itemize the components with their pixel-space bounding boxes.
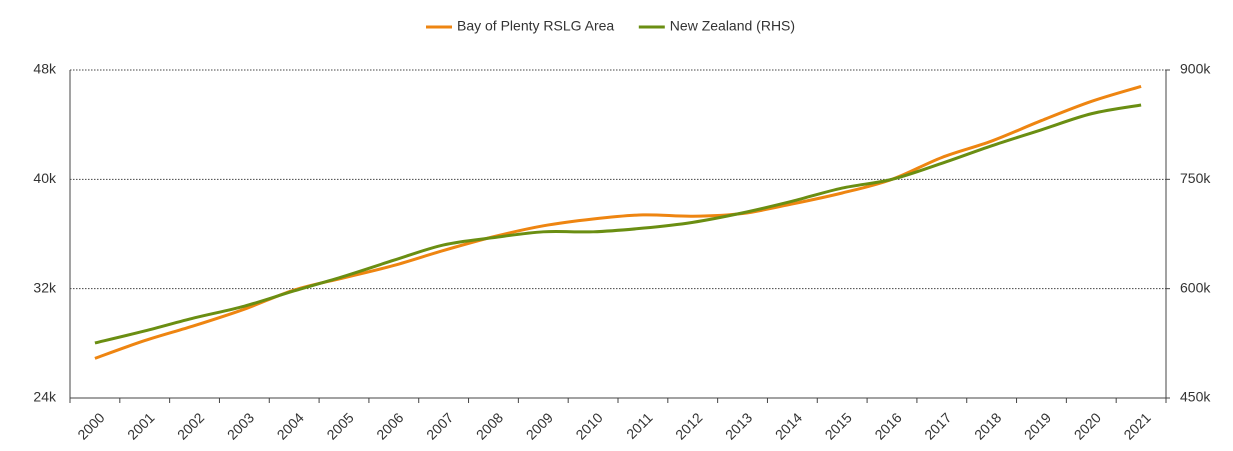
x-tick-label: 2017 [921, 409, 954, 442]
x-tick-label: 2008 [473, 409, 506, 442]
x-tick-label: 2000 [74, 409, 107, 442]
x-tick-label: 2010 [572, 409, 605, 442]
x-tick-label: 2004 [274, 409, 307, 442]
x-tick-label: 2011 [623, 409, 656, 442]
y2-tick-label: 750k [1180, 170, 1211, 186]
x-tick-label: 2018 [971, 409, 1004, 442]
x-tick-label: 2019 [1021, 409, 1054, 442]
legend-label: Bay of Plenty RSLG Area [457, 18, 614, 34]
x-tick-label: 2005 [323, 409, 356, 442]
x-tick-label: 2002 [174, 409, 207, 442]
x-tick-label: 2007 [423, 409, 456, 442]
y2-tick-label: 600k [1180, 279, 1211, 295]
y-tick-label: 24k [33, 389, 57, 405]
x-tick-label: 2013 [722, 409, 755, 442]
x-tick-label: 2006 [373, 409, 406, 442]
x-tick-label: 2021 [1120, 409, 1153, 442]
x-tick-label: 2020 [1071, 409, 1104, 442]
x-tick-label: 2014 [772, 409, 805, 442]
series-line [94, 103, 1142, 345]
x-tick-label: 2003 [224, 409, 257, 442]
y2-tick-label: 900k [1180, 61, 1211, 77]
x-tick-label: 2012 [672, 409, 705, 442]
x-tick-label: 2001 [124, 409, 157, 442]
y-tick-label: 48k [33, 61, 57, 77]
y2-tick-label: 450k [1180, 389, 1211, 405]
x-tick-label: 2009 [523, 409, 556, 442]
y-tick-label: 40k [33, 170, 57, 186]
x-tick-label: 2016 [871, 409, 904, 442]
x-tick-label: 2015 [822, 409, 855, 442]
legend-label: New Zealand (RHS) [670, 18, 795, 34]
series-line [94, 84, 1142, 360]
y-tick-label: 32k [33, 279, 57, 295]
